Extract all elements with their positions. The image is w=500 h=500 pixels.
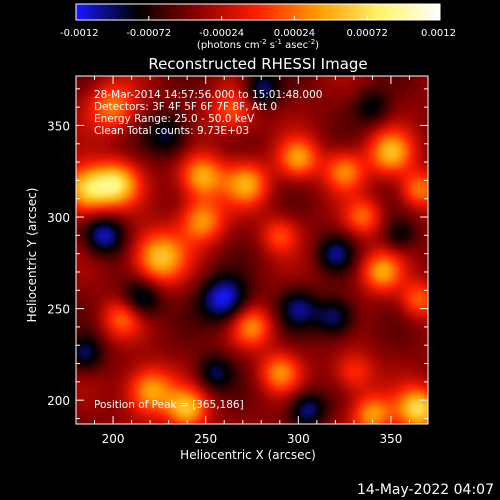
colorbar-ticks: -0.0012 -0.00072 -0.00024 0.00024 0.00072 0.0… [60,16,456,39]
colorbar-frame [75,3,441,21]
info-block: 28-Mar-2014 14:57:56.000 to 15:01:48.000… [94,89,322,137]
colorbar-tick-label: -0.00024 [199,28,244,39]
colorbar-tick-label: 0.00024 [274,28,315,39]
chart-title: Reconstructed RHESSI Image [148,55,367,73]
x-axis-tick-label: 350 [379,432,402,446]
y-axis-tick-label: 350 [47,119,70,133]
colorbar-tick-label: 0.00072 [347,28,388,39]
x-axis-tick-label: 250 [194,432,217,446]
peak-position-label: Position of Peak = [365,186] [94,399,244,411]
footer-date: 14-May-2022 04:07 [357,482,494,498]
x-axis-tick-label: 200 [102,432,125,446]
axis-ticks: 200 250 300 350 200 250 300 350 [47,76,429,446]
plot-frame [75,75,429,425]
info-counts: Clean Total counts: 9.73E+03 [94,125,249,137]
heatmap-image [76,76,428,424]
colorbar-gradient [76,4,440,20]
x-axis-tick-label: 300 [287,432,310,446]
y-axis-tick-label: 200 [47,394,70,408]
x-axis-label: Heliocentric X (arcsec) [180,448,316,462]
info-energy: Energy Range: 25.0 - 50.0 keV [94,113,255,125]
colorbar-tick-label: -0.0012 [60,28,99,39]
y-axis-tick-label: 250 [47,303,70,317]
colorbar-tick-label: -0.00072 [126,28,171,39]
y-axis-tick-label: 300 [47,211,70,225]
colorbar-tick-label: 0.0012 [421,28,456,39]
info-detectors: Detectors: 3F 4F 5F 6F 7F 8F, Att 0 [94,101,277,113]
info-time: 28-Mar-2014 14:57:56.000 to 15:01:48.000 [94,89,322,101]
colorbar: -0.0012 -0.00072 -0.00024 0.00024 0.00072 0.0… [60,3,456,51]
y-axis-label: Heliocentric Y (arcsec) [25,188,39,323]
colorbar-unit: (photons cm-2 s-1 asec-2) [197,38,319,51]
